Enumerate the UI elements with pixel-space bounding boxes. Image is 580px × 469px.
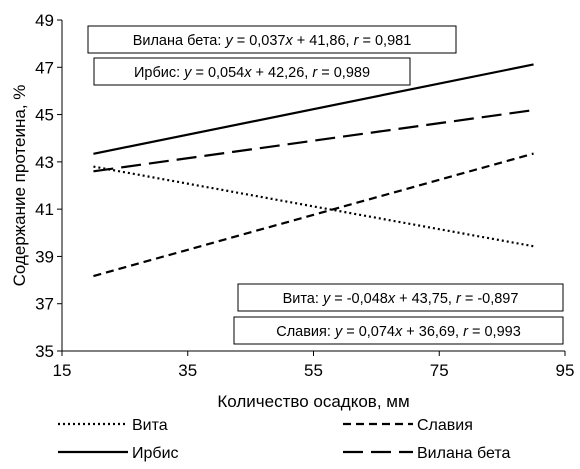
y-axis-title: Содержание протеина, % [10, 85, 29, 287]
y-tick-label: 41 [35, 200, 54, 219]
series-line-1 [93, 152, 534, 278]
equation-box-3: Вилана бета: y = 0,037x + 41,86, r = 0,9… [87, 25, 457, 54]
legend-item-2: Ирбис [58, 445, 179, 462]
equation-text: Вита: y = -0,048x + 43,75, r = -0,897 [283, 291, 519, 307]
legend-label: Вита [132, 417, 168, 434]
legend-item-3: Вилана бета [343, 445, 511, 462]
y-tick-label: 45 [35, 106, 54, 125]
y-tick-label: 39 [35, 247, 54, 266]
legend-label: Славия [417, 417, 473, 434]
equation-text: Ирбис: y = 0,054x + 42,26, r = 0,989 [134, 65, 370, 81]
x-tick-label: 95 [556, 361, 575, 380]
x-tick-label: 15 [53, 361, 72, 380]
y-tick-label: 49 [35, 11, 54, 30]
equation-frame [87, 25, 457, 54]
y-tick-label: 35 [35, 342, 54, 361]
legend-label: Вилана бета [417, 445, 511, 462]
equation-box-2: Ирбис: y = 0,054x + 42,26, r = 0,989 [93, 57, 411, 86]
series-line-0 [93, 165, 534, 248]
series-line-2 [93, 63, 534, 155]
equation-box-1: Славия: y = 0,074x + 36,69, r = 0,993 [233, 316, 564, 345]
y-tick-label: 37 [35, 295, 54, 314]
equation-frame [233, 316, 564, 345]
legend-label: Ирбис [132, 445, 179, 462]
x-axis-title: Количество осадков, мм [217, 392, 409, 411]
x-tick-label: 75 [430, 361, 449, 380]
equation-text: Славия: y = 0,074x + 36,69, r = 0,993 [276, 324, 521, 340]
x-tick-label: 35 [178, 361, 197, 380]
y-tick-label: 43 [35, 153, 54, 172]
equation-text: Вилана бета: y = 0,037x + 41,86, r = 0,9… [133, 33, 412, 49]
equation-box-0: Вита: y = -0,048x + 43,75, r = -0,897 [237, 283, 564, 312]
equation-frame [93, 57, 411, 86]
legend-item-1: Славия [343, 417, 473, 434]
equation-frame [237, 283, 564, 312]
legend-item-0: Вита [58, 417, 168, 434]
series-line-3 [93, 108, 534, 173]
y-tick-label: 47 [35, 58, 54, 77]
x-tick-label: 55 [304, 361, 323, 380]
